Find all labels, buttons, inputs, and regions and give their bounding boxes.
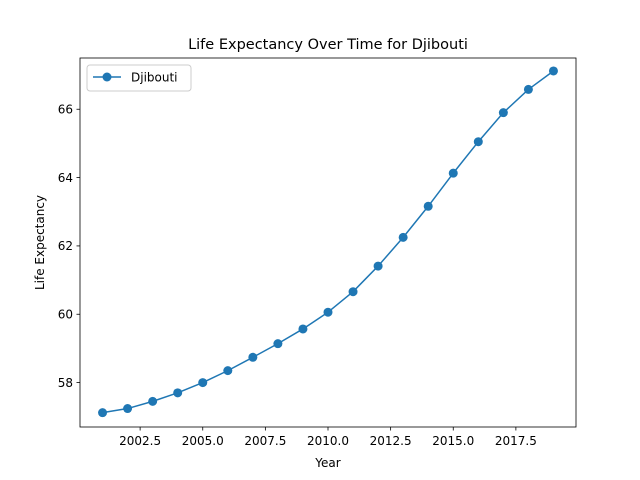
y-tick-label: 64 <box>58 171 73 185</box>
legend-marker-swatch <box>102 72 112 82</box>
x-tick-label: 2012.5 <box>370 434 412 448</box>
data-point <box>323 307 333 317</box>
data-point <box>248 352 258 362</box>
x-axis-label: Year <box>314 456 340 470</box>
data-point <box>448 168 458 178</box>
data-point <box>548 66 558 76</box>
data-point <box>198 378 208 388</box>
y-tick-label: 58 <box>58 376 73 390</box>
y-tick-label: 66 <box>58 103 73 117</box>
x-tick-label: 2015.0 <box>432 434 474 448</box>
data-point <box>123 404 133 414</box>
x-tick-label: 2010.0 <box>307 434 349 448</box>
x-tick-label: 2007.5 <box>244 434 286 448</box>
data-point <box>148 396 158 406</box>
data-point <box>348 287 358 297</box>
x-tick-label: 2017.5 <box>495 434 537 448</box>
legend: Djibouti <box>86 64 192 92</box>
data-point <box>398 232 408 242</box>
data-point <box>173 388 183 398</box>
y-tick-label: 62 <box>58 239 73 253</box>
data-point <box>373 261 383 271</box>
data-point <box>498 108 508 118</box>
series-layer <box>98 66 558 418</box>
legend-frame <box>86 64 192 92</box>
plot-area: 2002.5 2005.0 2007.5 2010.0 2012.5 2015.0 2017… <box>58 57 577 448</box>
x-axis: 2002.5 2005.0 2007.5 2010.0 2012.5 2015.0 2017… <box>119 427 537 448</box>
data-point <box>223 366 233 376</box>
data-point <box>473 137 483 147</box>
y-tick-label: 60 <box>58 308 73 322</box>
legend-entry-djibouti: Djibouti <box>131 71 178 85</box>
data-point <box>98 408 108 418</box>
data-point <box>273 339 283 349</box>
y-axis-label: Life Expectancy <box>33 195 47 290</box>
x-tick-label: 2002.5 <box>119 434 161 448</box>
data-point <box>523 84 533 94</box>
data-point <box>423 201 433 211</box>
chart-title: Life Expectancy Over Time for Djibouti <box>188 37 468 53</box>
x-tick-label: 2005.0 <box>182 434 224 448</box>
y-axis: 58 60 62 64 66 <box>58 103 80 390</box>
data-point <box>298 324 308 334</box>
